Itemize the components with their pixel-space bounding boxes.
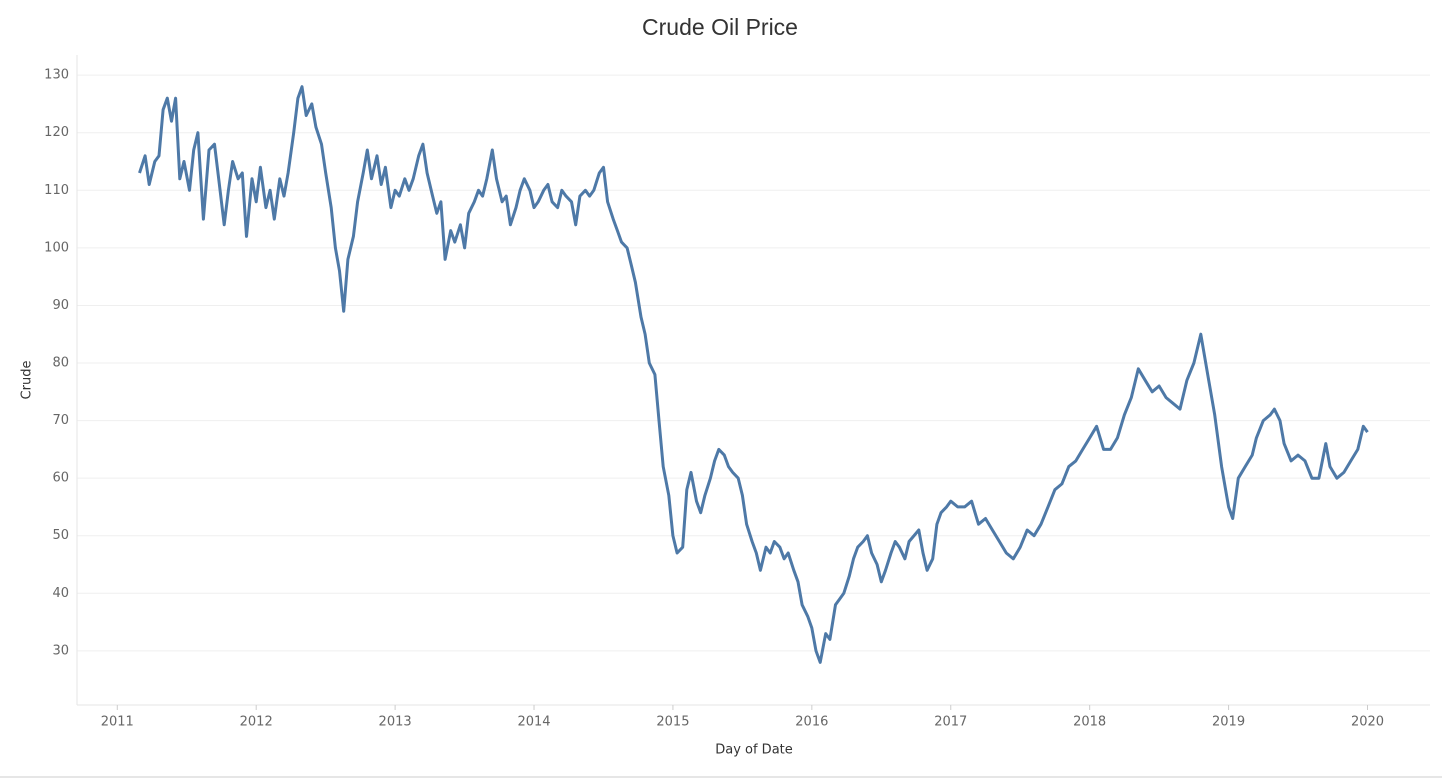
x-tick-label: 2013 (379, 715, 412, 730)
x-tick-label: 2015 (656, 715, 689, 730)
x-tick-label: 2018 (1073, 715, 1106, 730)
x-tick-label: 2020 (1351, 715, 1384, 730)
y-tick-label: 80 (52, 356, 69, 371)
y-tick-label: 60 (52, 471, 69, 486)
y-axis-title: Crude (20, 361, 35, 400)
y-tick-label: 120 (44, 125, 69, 140)
y-tick-label: 130 (44, 68, 69, 83)
chart-title: Crude Oil Price (642, 14, 798, 40)
x-tick-label: 2012 (240, 715, 273, 730)
y-tick-label: 70 (52, 413, 69, 428)
y-tick-label: 40 (52, 586, 69, 601)
x-tick-label: 2011 (101, 715, 134, 730)
y-tick-label: 110 (44, 183, 69, 198)
price-line (138, 85, 1369, 664)
x-tick-label: 2017 (934, 715, 967, 730)
x-tick-label: 2016 (795, 715, 828, 730)
x-tick-label: 2019 (1212, 715, 1245, 730)
x-tick-label: 2014 (517, 715, 550, 730)
x-axis-title: Day of Date (715, 743, 793, 758)
y-tick-label: 50 (52, 528, 69, 543)
y-tick-label: 100 (44, 240, 69, 255)
y-tick-label: 90 (52, 298, 69, 313)
y-tick-label: 30 (52, 643, 69, 658)
